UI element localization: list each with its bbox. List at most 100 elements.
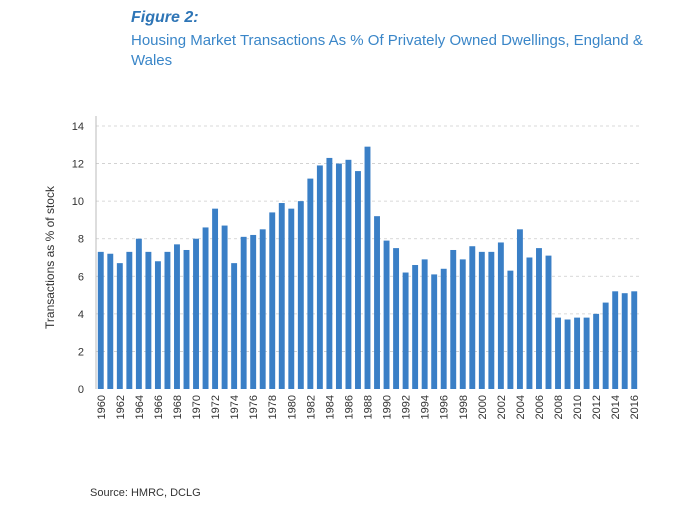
x-tick-label: 2016 (629, 395, 641, 419)
x-tick-label: 1986 (343, 395, 355, 419)
x-tick-label: 1998 (458, 395, 470, 419)
bar (402, 272, 409, 389)
y-tick-label: 6 (78, 271, 84, 283)
bar (297, 201, 304, 389)
bar (221, 225, 228, 389)
bar (631, 291, 638, 389)
bar (250, 234, 257, 389)
y-tick-label: 12 (72, 159, 84, 171)
bar (345, 159, 352, 389)
x-tick-label: 2010 (572, 395, 584, 419)
bar (536, 248, 542, 389)
bar (621, 293, 628, 389)
y-tick-label: 10 (72, 196, 84, 208)
y-axis-label: Transactions as % of stock (43, 185, 57, 329)
bar (231, 263, 238, 389)
x-tick-label: 2008 (553, 395, 565, 419)
bar (516, 229, 523, 389)
x-tick-label: 1994 (420, 395, 432, 419)
x-tick-label: 1980 (286, 395, 298, 419)
bar (440, 268, 447, 389)
x-tick-label: 2014 (610, 395, 622, 419)
bar (326, 157, 333, 389)
x-tick-label: 2002 (496, 395, 508, 419)
y-axis-ticks: 0 2 4 6 8 10 12 14 (72, 121, 84, 396)
bar (507, 270, 514, 389)
bar (97, 251, 104, 389)
bar (316, 165, 323, 389)
x-tick-label: 1992 (401, 395, 413, 419)
bar (307, 178, 314, 389)
bar (545, 255, 552, 389)
x-tick-label: 1976 (248, 395, 260, 419)
bar (240, 236, 247, 389)
bar (602, 302, 609, 389)
x-tick-label: 1960 (96, 395, 108, 419)
x-tick-label: 1968 (172, 395, 184, 419)
bar (488, 251, 495, 389)
bar (288, 208, 295, 389)
bar (497, 242, 504, 389)
bar (478, 251, 485, 389)
x-tick-label: 2006 (534, 395, 546, 419)
bar (202, 227, 209, 389)
bar (126, 251, 133, 389)
y-tick-label: 14 (72, 121, 84, 133)
y-tick-label: 2 (78, 346, 84, 358)
x-tick-label: 1996 (439, 395, 451, 419)
bar (135, 238, 142, 389)
bar (259, 229, 266, 389)
x-tick-label: 1974 (229, 395, 241, 419)
x-tick-label: 2004 (515, 395, 527, 419)
bar (526, 257, 533, 389)
bar (574, 317, 581, 389)
figure-label: Figure 2: (131, 9, 199, 26)
bar (459, 259, 466, 389)
y-tick-label: 4 (78, 309, 84, 321)
bar (583, 317, 590, 389)
x-tick-label: 1982 (305, 395, 317, 419)
y-tick-label: 8 (78, 234, 84, 246)
bar (450, 249, 457, 389)
bar (393, 248, 400, 389)
bar (383, 240, 390, 389)
figure-title: Housing Market Transactions As % Of Priv… (131, 32, 643, 69)
bar (174, 244, 180, 389)
y-tick-label: 0 (78, 384, 84, 396)
bar (183, 249, 190, 389)
bar (421, 259, 428, 389)
bar (154, 261, 161, 389)
bar (145, 251, 152, 389)
x-tick-label: 1984 (324, 395, 336, 419)
bar (212, 208, 219, 389)
x-tick-label: 1990 (382, 395, 394, 419)
source-note: Source: HMRC, DCLG (90, 487, 201, 499)
bar (431, 274, 438, 389)
x-tick-label: 1964 (134, 395, 146, 419)
x-tick-label: 2000 (477, 395, 489, 419)
x-tick-label: 1988 (363, 395, 375, 419)
bar (612, 291, 619, 389)
x-tick-label: 2012 (591, 395, 603, 419)
bar (269, 212, 276, 389)
x-tick-label: 1962 (115, 395, 127, 419)
bar-chart: 0 2 4 6 8 10 12 14 1960 1962 1964 1966 1968 1970 1972… (43, 116, 641, 419)
bar (564, 319, 571, 389)
x-axis-ticks: 1960 1962 1964 1966 1968 1970 1972 1974 1976 1978… (96, 395, 641, 419)
bar (364, 146, 371, 389)
x-tick-label: 1966 (153, 395, 165, 419)
bar (469, 246, 476, 389)
bars (97, 146, 638, 389)
x-tick-label: 1978 (267, 395, 279, 419)
bar (116, 263, 123, 389)
x-tick-label: 1970 (191, 395, 203, 419)
bar (164, 251, 171, 389)
bar (593, 313, 600, 389)
bar (193, 238, 199, 389)
bar (278, 203, 285, 389)
bar (335, 163, 342, 389)
bar (412, 265, 419, 389)
bar (555, 317, 561, 389)
bar (374, 216, 380, 389)
bar (355, 171, 361, 389)
